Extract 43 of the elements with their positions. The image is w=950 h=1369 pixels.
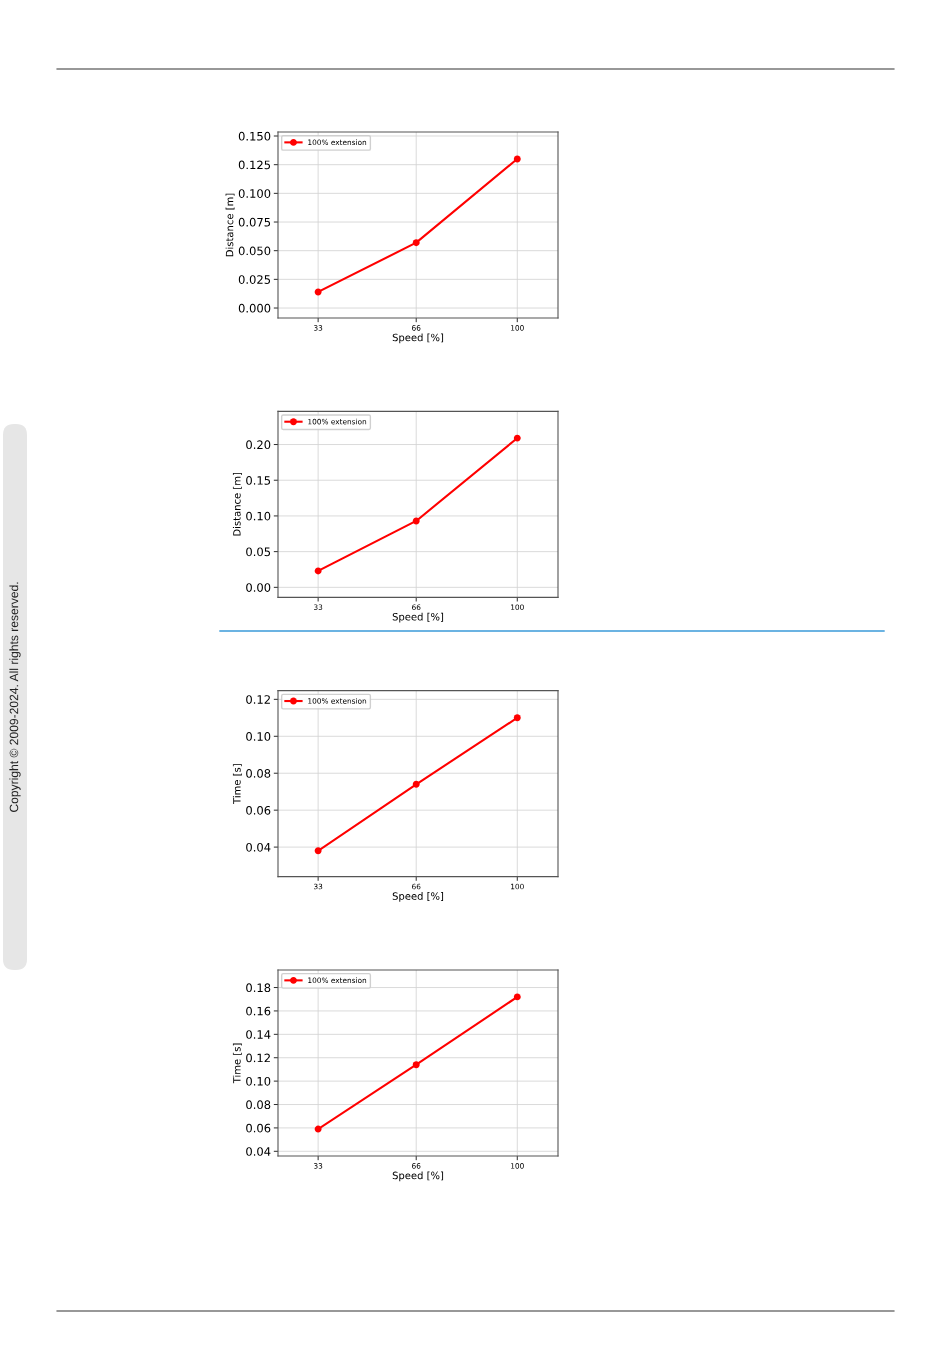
y-tick-label: 0.12 (246, 695, 270, 704)
y-tick-label: 0.15 (246, 476, 271, 485)
point (314, 847, 322, 855)
y-tick-label: 0.12 (246, 1053, 270, 1063)
y-tick-label: 0.100 (238, 189, 271, 198)
point (513, 714, 521, 722)
y-tick-label: 0.125 (238, 160, 271, 170)
y-tick-label: 0.10 (246, 511, 271, 521)
y-tick-label: 0.10 (246, 1076, 271, 1086)
x-axis-title: Speed [%] (392, 892, 444, 902)
y-tick-label: 0.18 (246, 983, 271, 993)
x-axis-title: Speed [%] (392, 333, 444, 344)
point (412, 517, 420, 525)
y-tick-label: 0.06 (246, 805, 271, 815)
point (513, 155, 521, 163)
point (412, 1061, 420, 1069)
point (513, 434, 521, 442)
y-tick-label: 0.150 (238, 131, 271, 141)
y-tick-label: 0.10 (246, 732, 271, 741)
point (513, 993, 521, 1001)
y-tick-label: 0.075 (238, 217, 271, 227)
y-tick-label: 0.20 (246, 440, 271, 450)
y-tick-label: 0.000 (238, 303, 271, 313)
y-tick-label: 0.04 (246, 842, 271, 852)
y-tick-label: 0.06 (246, 1123, 271, 1133)
y-axis-title: Distance [m] (225, 193, 235, 257)
y-tick-label: 0.05 (246, 547, 271, 557)
point (412, 780, 420, 788)
x-axis-title: Speed [%] (392, 1171, 444, 1182)
text: Copyright © 2009-2024. All rights reserved. (9, 582, 21, 812)
y-axis-title: Distance [m] (232, 472, 242, 536)
y-tick-label: 0.14 (246, 1030, 271, 1039)
y-tick-label: 0.08 (246, 769, 271, 778)
y-tick-label: 0.08 (246, 1100, 271, 1110)
y-axis-title: Time [s] (232, 764, 242, 805)
y-tick-label: 0.025 (238, 275, 271, 284)
y-tick-label: 0.16 (246, 1006, 271, 1016)
y-tick-label: 0.04 (246, 1147, 271, 1156)
x-axis-title: Speed [%] (392, 612, 444, 623)
point (412, 239, 420, 247)
y-axis-title: Time [s] (232, 1043, 242, 1084)
y-tick-label: 0.050 (238, 246, 271, 256)
y-tick-label: 0.00 (246, 583, 271, 592)
